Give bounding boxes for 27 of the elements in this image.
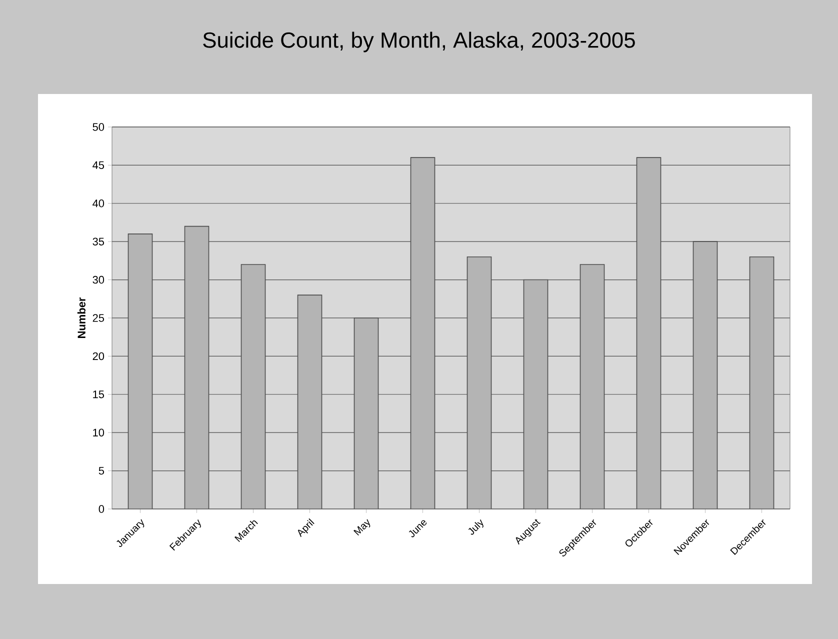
y-tick-label: 45 (92, 161, 104, 170)
bar (297, 294, 322, 509)
bar (692, 241, 718, 509)
y-tick-label: 5 (98, 466, 104, 475)
x-tick-label: May (354, 519, 370, 536)
y-tick-label: 25 (92, 314, 104, 322)
bar (580, 264, 605, 509)
y-tick-label: 50 (92, 123, 104, 131)
y-tick-label: 10 (93, 428, 104, 436)
bar (410, 157, 436, 509)
y-tick-label: 15 (93, 390, 104, 398)
bar (128, 234, 153, 509)
bar (184, 226, 210, 509)
y-tick-label: 30 (92, 276, 104, 284)
bar (466, 256, 492, 509)
y-axis-title: Number (77, 297, 86, 338)
y-tick-label: 35 (92, 238, 104, 246)
x-tick-label: July (468, 519, 484, 535)
bar (636, 157, 662, 509)
bar (240, 264, 266, 509)
chart-title: Suicide Count, by Month, Alaska, 2003-2005 (203, 32, 635, 52)
y-tick-label: 40 (92, 200, 104, 208)
y-tick-label: 0 (98, 505, 104, 513)
y-tick-label: 20 (92, 352, 104, 360)
bar (749, 256, 774, 509)
bar (523, 279, 548, 509)
bar (354, 318, 379, 509)
